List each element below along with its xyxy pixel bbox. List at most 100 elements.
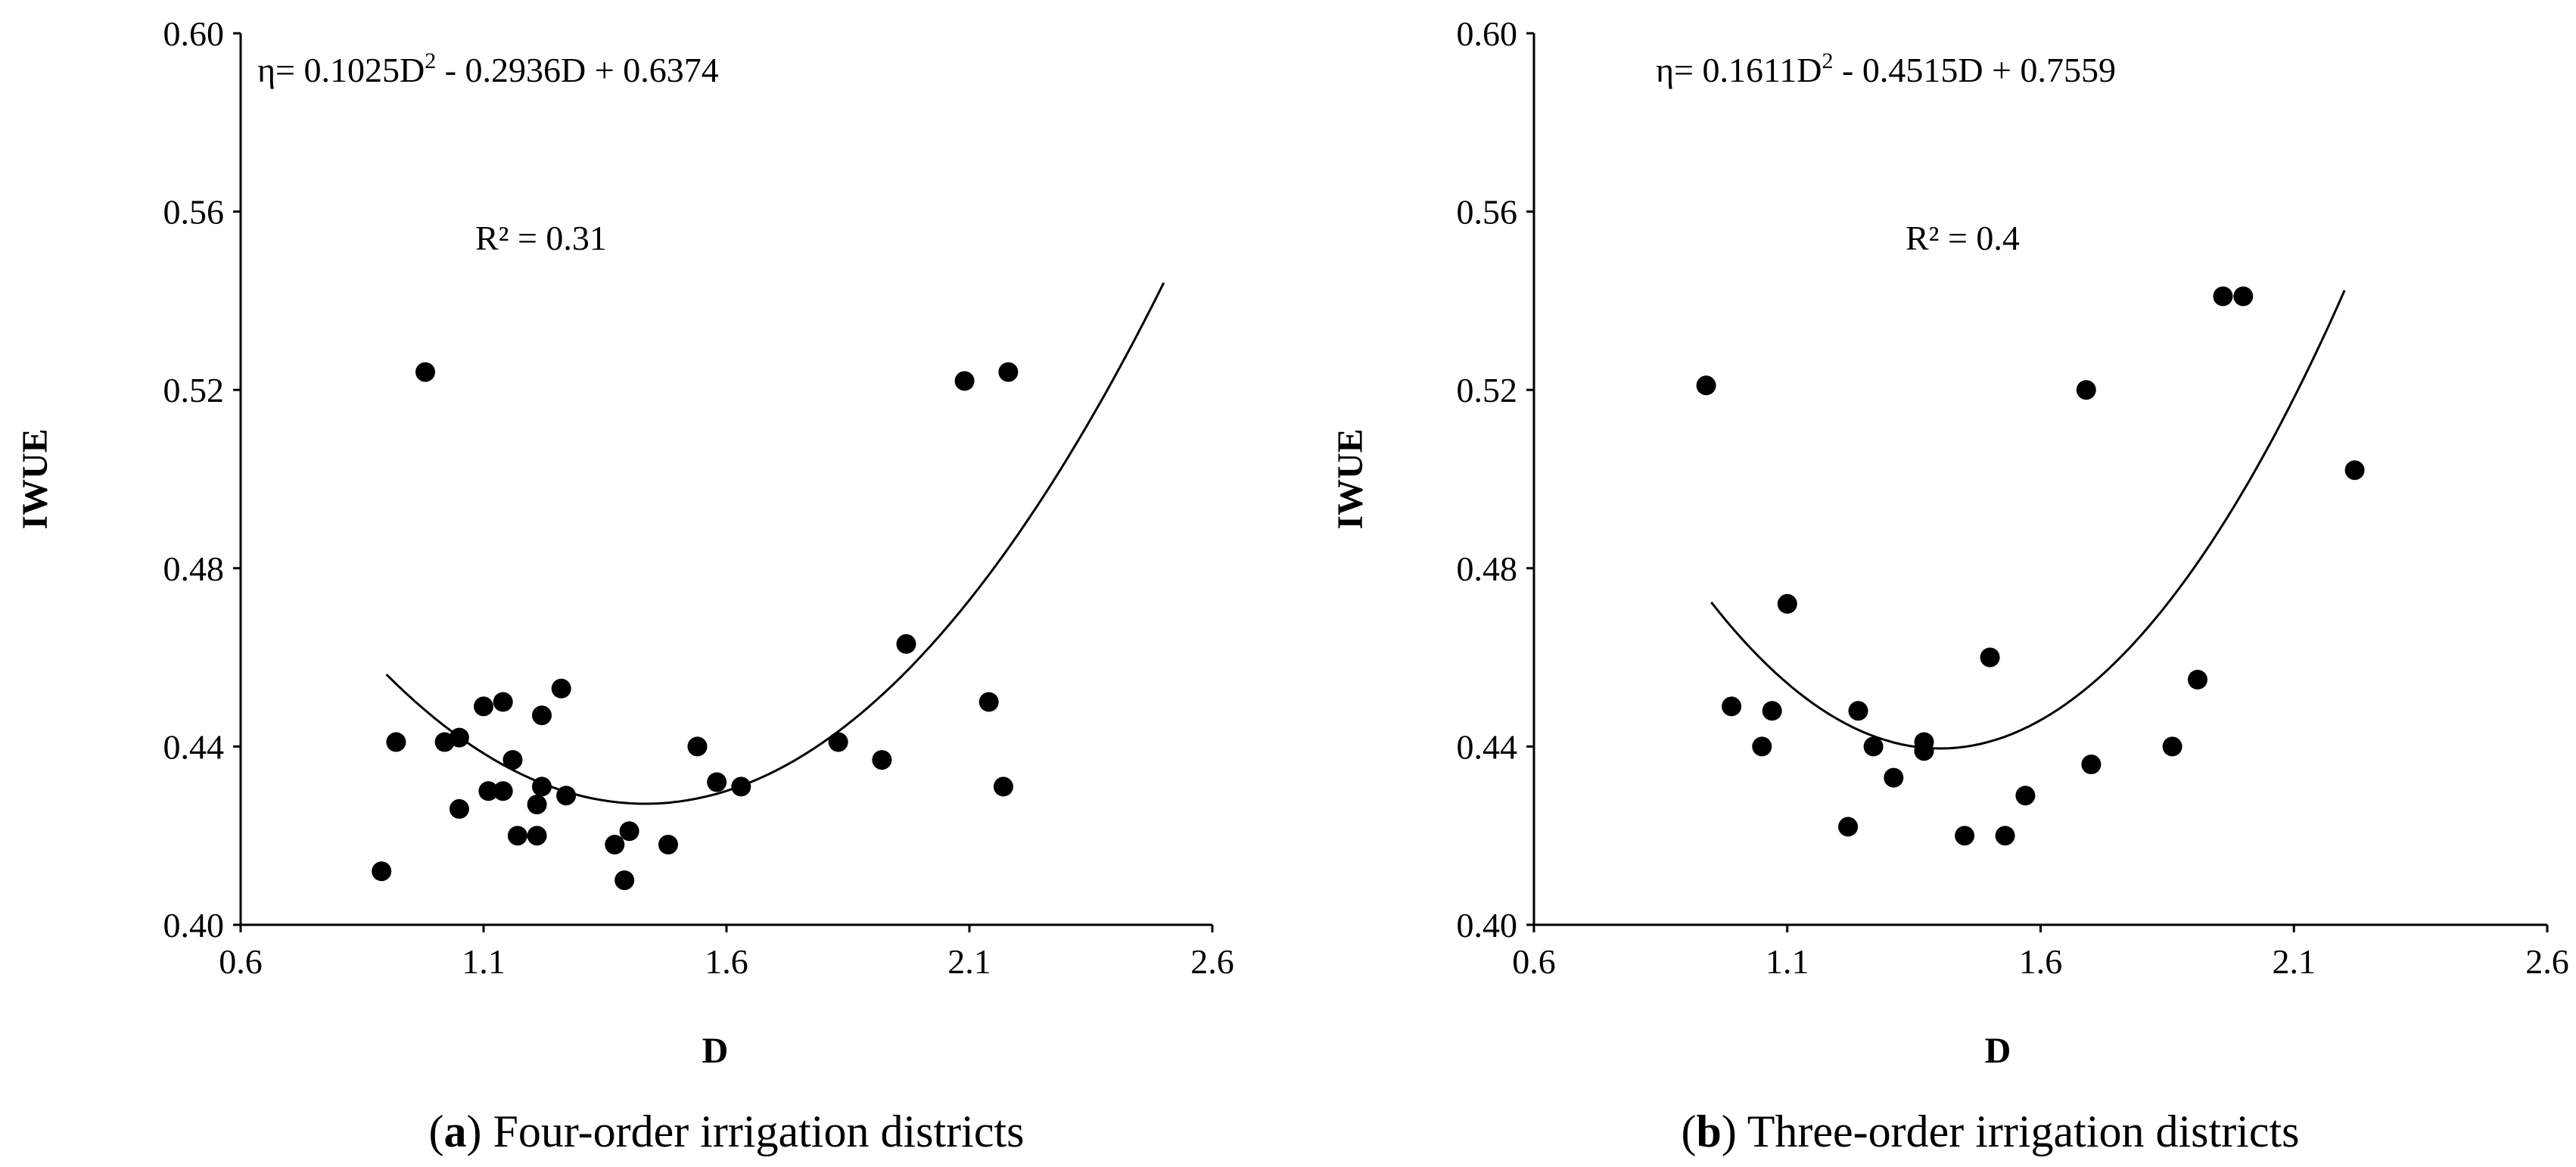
panel-a-data-point	[493, 781, 513, 801]
panel-a-data-point	[551, 678, 571, 699]
panel-b-data-point	[2162, 736, 2182, 757]
panel-a-r2: R² = 0.31	[475, 219, 607, 257]
panel-a-y-title: IWUE	[15, 428, 55, 529]
panel-a-x-tick-label: 2.1	[947, 942, 991, 981]
panel-b-equation: η= 0.1611D2 - 0.4515D + 0.7559	[1656, 48, 2116, 89]
panel-a-y-tick-label: 0.40	[163, 906, 225, 944]
panel-b-y-tick-label: 0.56	[1457, 193, 1518, 232]
panel-a-data-point	[896, 633, 916, 654]
panel-b-y-tick-label: 0.48	[1457, 549, 1518, 588]
panel-a-data-point	[556, 786, 577, 806]
panel-b-data-point	[1838, 817, 1859, 837]
panel-b-y-title: IWUE	[1330, 428, 1370, 529]
panel-a-x-ticks: 0.6 1.1 1.6 2.1 2.6	[219, 925, 1234, 981]
panel-a-caption-letter: a	[444, 1106, 467, 1156]
panel-a-equation-prefix: η= 0.1025D	[257, 51, 425, 89]
panel-a-data-point	[502, 750, 523, 770]
panel-b-data-point	[1995, 826, 2015, 846]
panel-b-data-point	[2344, 460, 2365, 481]
panel-a-data-point	[828, 732, 848, 752]
panel-b-data-point	[1722, 696, 1742, 717]
panel-a-data-point	[532, 705, 552, 726]
panel-a-data-point	[998, 362, 1019, 382]
panel-b-equation-sup: 2	[1822, 48, 1834, 73]
panel-b-data-point	[2081, 755, 2102, 774]
panel-a-data-point	[478, 781, 499, 801]
panel-a-data-point	[605, 835, 625, 854]
panel-b-y-tick-label: 0.60	[1457, 14, 1518, 53]
panel-a-data-point	[707, 772, 727, 792]
panel-b-data-point	[1762, 701, 1782, 721]
panel-b-data-point	[1752, 736, 1772, 757]
panel-a-equation-sup: 2	[425, 48, 436, 73]
panel-a-y-tick-label: 0.44	[163, 727, 225, 766]
panel-a-data-point	[978, 692, 999, 712]
panel-a-data-point	[493, 692, 513, 712]
panel-a-x-tick-label: 2.6	[1190, 942, 1234, 981]
panel-a-points	[372, 362, 1019, 891]
panel-b-x-ticks: 0.6 1.1 1.6 2.1 2.6	[1512, 925, 2569, 981]
panel-b-y-tick-label: 0.40	[1457, 906, 1518, 944]
panel-b-data-point	[1980, 647, 2000, 668]
panel-b-caption: (b) Three-order irrigation districts	[1682, 1106, 2300, 1156]
panel-a-y-tick-label: 0.60	[163, 14, 225, 53]
panel-a-data-point	[731, 776, 751, 797]
panel-b-data-point	[2213, 286, 2233, 307]
panel-a-data-point	[507, 826, 527, 846]
panel-b-fit-curve	[1710, 290, 2346, 750]
panel-a-caption-text: Four-order irrigation districts	[493, 1106, 1024, 1156]
panel-b-y-ticks: 0.40 0.44 0.48 0.52 0.56 0.60	[1457, 14, 1534, 944]
panel-a-data-point	[386, 732, 406, 752]
panel-b-data-point	[1848, 701, 1868, 721]
panel-a-data-point	[687, 736, 708, 757]
panel-a-data-point	[449, 798, 469, 819]
panel-b-equation-suffix: - 0.4515D + 0.7559	[1834, 51, 2116, 89]
panel-a-x-tick-label: 0.6	[219, 942, 263, 981]
panel-a-data-point	[372, 861, 392, 882]
panel-b-data-point	[1777, 593, 1797, 614]
panel-a-x-tick-label: 1.6	[705, 942, 748, 981]
panel-b-x-tick-label: 2.1	[2273, 942, 2316, 981]
panel-b-x-tick-label: 1.6	[2019, 942, 2063, 981]
panel-b-r2: R² = 0.4	[1906, 219, 2020, 257]
panel-b-data-point	[1696, 375, 1716, 396]
panel-b-data-point	[2188, 670, 2207, 689]
panel-b-x-tick-label: 2.6	[2525, 942, 2569, 981]
panel-b: 0.40 0.44 0.48 0.52 0.56 0.60 0.6 1.1 1.6 2.1 2.6…	[1330, 14, 2569, 1156]
panel-b-data-point	[1863, 736, 1884, 757]
panel-a-y-tick-label: 0.48	[163, 549, 225, 588]
panel-b-points	[1696, 286, 2365, 846]
panel-b-data-point	[2076, 380, 2096, 400]
panel-a-data-point	[658, 835, 678, 854]
panel-a-data-point	[449, 727, 469, 748]
panel-a-y-tick-label: 0.56	[163, 193, 225, 232]
panel-a-equation: η= 0.1025D2 - 0.2936D + 0.6374	[257, 48, 719, 89]
panel-b-data-point	[2015, 786, 2036, 806]
panel-b-data-point	[1914, 741, 1934, 761]
panel-b-x-tick-label: 1.1	[1766, 942, 1809, 981]
panel-a-data-point	[619, 821, 639, 842]
panel-a-data-point	[614, 870, 635, 891]
panel-a-fit-curve	[385, 282, 1165, 805]
panel-a-data-point	[527, 826, 547, 846]
panel-b-equation-prefix: η= 0.1611D	[1656, 51, 1822, 89]
panel-a-data-point	[527, 795, 547, 814]
panel-a-x-tick-label: 1.1	[462, 942, 506, 981]
panel-b-y-tick-label: 0.44	[1457, 727, 1518, 766]
panel-a: 0.40 0.44 0.48 0.52 0.56 0.60 0.6 1.1 1.6 2.1 2.6…	[15, 14, 1234, 1156]
panel-b-y-tick-label: 0.52	[1457, 371, 1518, 409]
panel-b-x-tick-label: 0.6	[1512, 942, 1556, 981]
panel-a-caption: (a) Four-order irrigation districts	[429, 1106, 1025, 1156]
panel-b-caption-text: Three-order irrigation districts	[1747, 1106, 2300, 1156]
panel-b-caption-letter: b	[1696, 1106, 1721, 1156]
panel-a-data-point	[415, 362, 435, 382]
panel-a-y-tick-label: 0.52	[163, 371, 225, 409]
panel-a-data-point	[474, 696, 493, 717]
panel-a-equation-suffix: - 0.2936D + 0.6374	[436, 51, 718, 89]
panel-a-data-point	[532, 776, 552, 797]
panel-b-data-point	[2233, 286, 2254, 307]
panel-b-x-title: D	[1985, 1031, 2011, 1071]
panel-a-data-point	[954, 371, 975, 391]
panel-a-x-title: D	[702, 1031, 729, 1071]
